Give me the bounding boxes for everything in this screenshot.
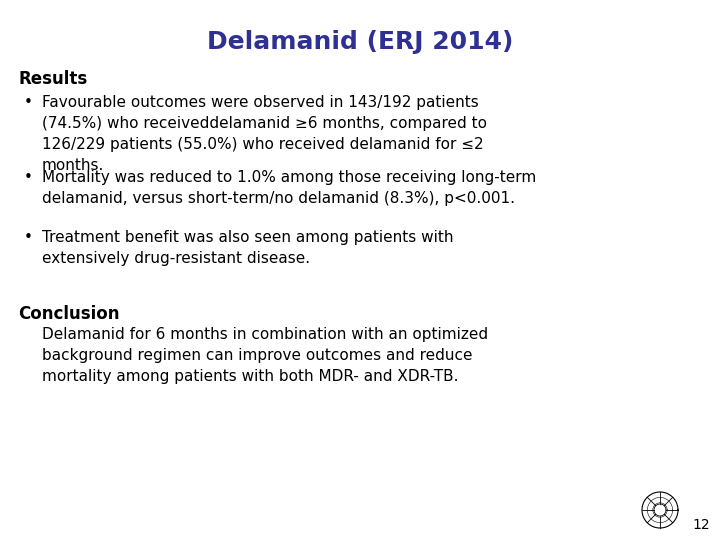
Text: •: • — [24, 230, 32, 245]
Text: Results: Results — [18, 70, 87, 88]
Text: •: • — [24, 95, 32, 110]
Text: 12: 12 — [693, 518, 710, 532]
Text: Delamanid for 6 months in combination with an optimized
background regimen can i: Delamanid for 6 months in combination wi… — [42, 327, 488, 384]
Text: Conclusion: Conclusion — [18, 305, 120, 323]
Text: Mortality was reduced to 1.0% among those receiving long-term
delamanid, versus : Mortality was reduced to 1.0% among thos… — [42, 170, 536, 206]
Text: Delamanid (ERJ 2014): Delamanid (ERJ 2014) — [207, 30, 513, 54]
Text: Favourable outcomes were observed in 143/192 patients
(74.5%) who receiveddelama: Favourable outcomes were observed in 143… — [42, 95, 487, 173]
Text: •: • — [24, 170, 32, 185]
Text: Treatment benefit was also seen among patients with
extensively drug-resistant d: Treatment benefit was also seen among pa… — [42, 230, 454, 266]
